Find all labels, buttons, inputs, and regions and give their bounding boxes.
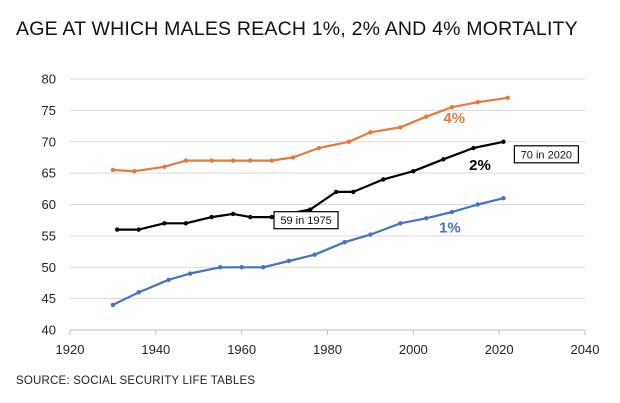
data-point-4pct <box>209 158 214 163</box>
data-point-2pct <box>308 207 313 212</box>
y-tick-label-65: 65 <box>42 166 56 181</box>
data-point-4pct <box>346 139 352 144</box>
series-label-1pct: 1% <box>439 220 461 237</box>
data-point-1pct <box>110 302 116 308</box>
data-point-1pct <box>312 252 317 257</box>
y-tick-label-70: 70 <box>42 134 56 149</box>
data-point-4pct <box>132 169 137 174</box>
data-point-1pct <box>398 221 403 226</box>
data-point-1pct <box>342 239 347 245</box>
data-point-4pct <box>398 125 403 130</box>
series-line-1pct <box>112 197 504 306</box>
data-point-4pct <box>162 164 167 170</box>
source-note: SOURCE: SOCIAL SECURITY LIFE TABLES <box>16 375 256 387</box>
series-labels: 4% 2% 1% <box>439 110 491 237</box>
y-tick-label-45: 45 <box>42 291 56 306</box>
data-point-4pct <box>248 158 253 163</box>
data-point-1pct <box>136 290 141 295</box>
data-point-4pct <box>110 167 116 173</box>
annotation: 59 in 1975 <box>273 211 339 230</box>
data-point-4pct <box>269 158 274 163</box>
data-point-1pct <box>424 216 429 221</box>
data-point-1pct <box>449 209 455 215</box>
data-point-1pct <box>286 258 292 264</box>
data-point-2pct <box>230 211 236 217</box>
data-point-4pct <box>424 114 429 119</box>
data-point-1pct <box>218 265 223 270</box>
x-tick-label-1940: 1940 <box>141 342 170 357</box>
y-tick-label-50: 50 <box>42 260 56 275</box>
data-point-2pct <box>411 169 416 174</box>
annotation-text: 70 in 2020 <box>521 149 572 161</box>
y-tick-label-75: 75 <box>42 103 56 118</box>
y-tick-label-80: 80 <box>42 72 56 87</box>
data-point-2pct <box>351 189 356 195</box>
x-tick-label-1980: 1980 <box>313 342 342 357</box>
data-point-4pct <box>290 155 296 160</box>
data-point-2pct <box>209 214 214 220</box>
gridlines <box>70 78 585 331</box>
data-point-2pct <box>441 157 446 162</box>
x-tick-label-2000: 2000 <box>399 342 428 357</box>
series-line-4pct <box>112 96 508 173</box>
data-point-4pct <box>183 158 189 163</box>
x-tick-label-1920: 1920 <box>56 342 85 357</box>
series-label-4pct: 4% <box>443 110 465 127</box>
series-label-2pct: 2% <box>469 157 491 174</box>
data-point-4pct <box>449 105 455 110</box>
data-point-4pct <box>505 95 510 101</box>
data-point-1pct <box>501 196 506 201</box>
data-point-2pct <box>115 227 120 232</box>
data-point-4pct <box>316 145 322 151</box>
y-tick-label-55: 55 <box>42 228 56 243</box>
series-group <box>110 95 510 308</box>
data-point-2pct <box>381 177 386 182</box>
data-point-4pct <box>368 130 373 135</box>
annotation-box <box>513 145 579 164</box>
annotation: 70 in 2020 <box>513 145 579 164</box>
data-point-1pct <box>260 265 266 270</box>
data-point-2pct <box>162 221 167 226</box>
axes: 40 45 50 55 60 65 70 75 80 1920 1940 1960 1980 2000 20… <box>42 72 600 358</box>
data-point-1pct <box>368 232 373 237</box>
data-point-2pct <box>136 227 141 232</box>
data-point-2pct <box>248 214 253 220</box>
annotations: 59 in 1975 70 in 2020 <box>273 145 579 230</box>
data-point-2pct <box>333 189 339 195</box>
annotation-text: 59 in 1975 <box>280 215 331 227</box>
data-point-4pct <box>230 158 236 163</box>
y-tick-label-60: 60 <box>42 197 56 212</box>
data-point-2pct <box>501 139 506 144</box>
data-point-1pct <box>187 271 193 276</box>
chart-title: AGE AT WHICH MALES REACH 1%, 2% AND 4% M… <box>16 18 578 40</box>
x-tick-label-2020: 2020 <box>485 342 514 357</box>
data-point-2pct <box>183 221 189 226</box>
x-tick-label-1960: 1960 <box>227 342 256 357</box>
data-point-1pct <box>475 202 480 207</box>
y-tick-label-40: 40 <box>42 323 56 338</box>
data-point-4pct <box>475 100 480 105</box>
data-point-1pct <box>239 265 244 270</box>
data-point-2pct <box>269 214 274 220</box>
data-point-2pct <box>471 145 476 151</box>
data-point-1pct <box>166 277 171 282</box>
x-tick-label-2040: 2040 <box>571 342 600 357</box>
annotation-box <box>273 211 339 230</box>
